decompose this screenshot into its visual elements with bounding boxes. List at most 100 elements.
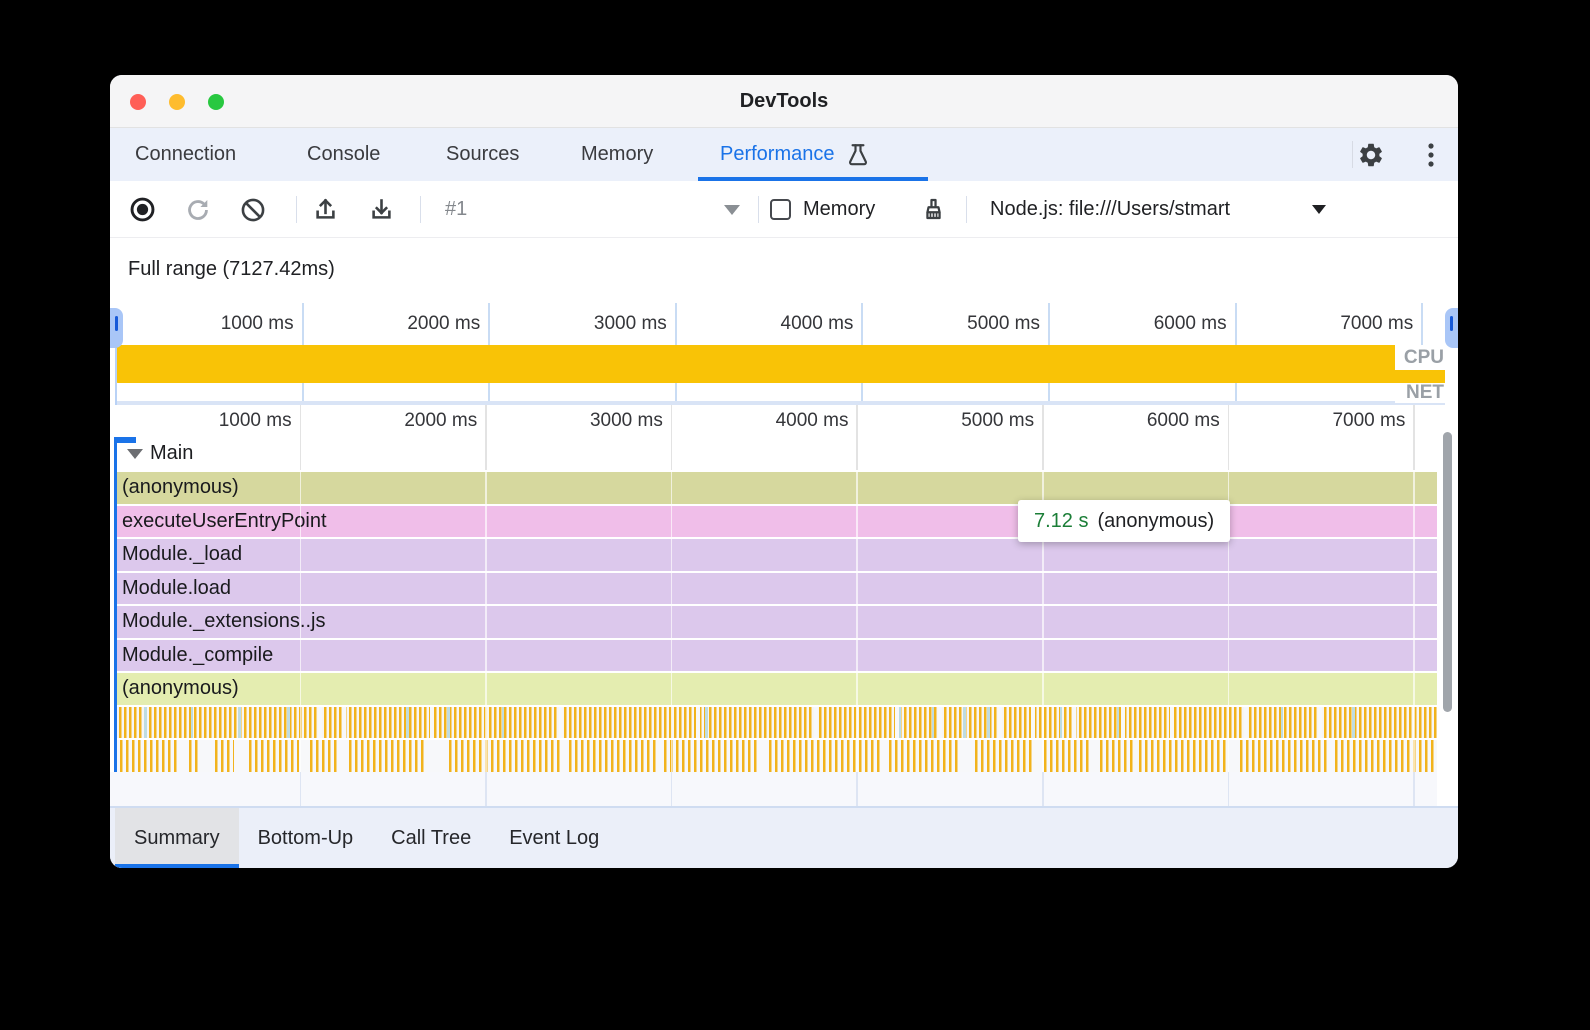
kebab-menu-icon[interactable] <box>1416 140 1446 170</box>
flame-row-label: Module._extensions..js <box>122 610 326 632</box>
stripe-segment[interactable] <box>1239 740 1330 772</box>
flame-scrollbar-track[interactable] <box>1437 405 1458 808</box>
stripe-gap <box>558 706 563 738</box>
overview-ruler: 1000 ms 2000 ms 3000 ms 4000 ms 5000 ms 6000 … <box>115 303 1445 345</box>
performance-tooltip: 7.12 s (anonymous) <box>1018 500 1231 542</box>
title-bar: DevTools <box>110 75 1458 128</box>
minimize-window-button[interactable] <box>169 94 185 110</box>
stripe-teal <box>963 706 966 738</box>
overview-tick-label: 7000 ms <box>1340 313 1414 334</box>
stripe-teal <box>238 706 241 738</box>
toolbar-separator <box>966 196 967 223</box>
net-tick-line <box>861 383 864 401</box>
stripe-segment[interactable] <box>889 740 960 772</box>
main-track-label: Main <box>150 442 194 464</box>
load-profile-icon[interactable] <box>312 196 339 223</box>
stripe-segment[interactable] <box>309 740 339 772</box>
flame-row[interactable]: Module._load <box>114 539 1437 571</box>
stripe-gap <box>997 706 1002 738</box>
flame-row[interactable]: Module.load <box>114 572 1437 604</box>
stripe-segment[interactable] <box>189 740 199 772</box>
flame-row[interactable]: executeUserEntryPoint <box>114 505 1437 537</box>
stripe-segment[interactable] <box>114 740 179 772</box>
tab-event-log[interactable]: Event Log <box>509 826 600 849</box>
save-profile-icon[interactable] <box>368 196 395 223</box>
toolbar-separator <box>296 196 297 223</box>
tab-performance-label: Performance <box>720 143 835 165</box>
performance-toolbar: #1 Memory Node.js: file:///Users/stmart <box>110 181 1458 238</box>
flame-row[interactable]: (anonymous) <box>114 673 1437 705</box>
close-window-button[interactable] <box>130 94 146 110</box>
stripe-gap <box>1243 706 1248 738</box>
full-range-label: Full range (7127.42ms) <box>128 258 335 280</box>
main-track-header[interactable]: Main <box>114 437 1437 470</box>
tab-bottom-up[interactable]: Bottom-Up <box>257 826 354 849</box>
tabbar-separator <box>1352 141 1353 168</box>
target-select[interactable]: Node.js: file:///Users/stmart <box>990 181 1340 238</box>
stripe-segment[interactable] <box>1099 740 1136 772</box>
flame-row[interactable]: Module._compile <box>114 639 1437 671</box>
memory-checkbox-group[interactable]: Memory <box>770 181 875 238</box>
clear-icon[interactable] <box>239 196 266 223</box>
active-tab-underline <box>698 177 928 181</box>
flame-chart[interactable]: 1000 ms 2000 ms 3000 ms 4000 ms 5000 ms 6000 … <box>110 405 1458 808</box>
stripe-segment[interactable] <box>569 740 660 772</box>
record-icon[interactable] <box>129 196 156 223</box>
tab-performance[interactable]: Performance <box>720 128 871 181</box>
stripe-gap <box>1030 706 1035 738</box>
flame-chart-rows: (anonymous) executeUserEntryPoint Module._… <box>114 472 1437 774</box>
flame-scrollbar-thumb[interactable] <box>1443 432 1452 712</box>
stripe-segment[interactable] <box>214 740 235 772</box>
stripe-segment[interactable] <box>768 740 880 772</box>
flame-row-label: (anonymous) <box>122 476 239 498</box>
collapse-triangle-icon[interactable] <box>127 449 143 459</box>
stripe-teal <box>406 706 409 738</box>
flame-row-label: Module._load <box>122 543 243 565</box>
flame-chart-ruler: 1000 ms 2000 ms 3000 ms 4000 ms 5000 ms 6000 … <box>114 405 1437 437</box>
timeline-overview[interactable]: 1000 ms 2000 ms 3000 ms 4000 ms 5000 ms 6000 … <box>110 303 1458 405</box>
stripe-segment[interactable] <box>975 740 1035 772</box>
details-tab-bar: Summary Bottom-Up Call Tree Event Log <box>110 808 1458 868</box>
capture-select[interactable]: #1 <box>432 181 744 238</box>
memory-checkbox[interactable] <box>770 199 791 220</box>
tab-console[interactable]: Console <box>307 143 381 165</box>
stripe-segment[interactable] <box>248 740 300 772</box>
tab-summary[interactable]: Summary <box>115 808 239 868</box>
range-right-handle[interactable] <box>1445 308 1458 348</box>
net-tick-line <box>674 383 677 401</box>
tab-connection[interactable]: Connection <box>135 143 237 165</box>
stripe-gap <box>430 706 435 738</box>
tab-call-tree[interactable]: Call Tree <box>391 826 472 849</box>
reload-record-icon[interactable] <box>184 196 211 223</box>
collect-garbage-broom-icon[interactable] <box>920 196 947 223</box>
flame-row[interactable]: Module._extensions..js <box>114 606 1437 638</box>
stripe-teal <box>1059 706 1063 738</box>
overview-tick-label: 4000 ms <box>780 313 854 334</box>
stripe-teal <box>705 706 708 738</box>
stripe-teal <box>144 706 147 738</box>
flame-stripe-row[interactable] <box>114 740 1437 772</box>
tab-sources[interactable]: Sources <box>446 143 520 165</box>
flame-row[interactable]: (anonymous) <box>114 472 1437 504</box>
maximize-window-button[interactable] <box>208 94 224 110</box>
stripe-segment[interactable] <box>664 740 760 772</box>
settings-gear-icon[interactable] <box>1356 140 1386 170</box>
stripe-teal <box>190 706 194 738</box>
stripe-teal <box>501 706 505 738</box>
stripe-gap <box>894 706 899 738</box>
flame-tick-label: 2000 ms <box>404 410 478 431</box>
stripe-teal <box>931 706 935 738</box>
cpu-activity-track <box>115 345 1445 383</box>
stripe-segment[interactable] <box>448 740 560 772</box>
tab-memory[interactable]: Memory <box>581 143 654 165</box>
net-tick-line <box>488 383 491 401</box>
overview-tick-label: 3000 ms <box>593 313 667 334</box>
flame-stripe-row[interactable] <box>114 706 1437 738</box>
range-left-handle[interactable] <box>110 308 123 348</box>
stripe-segment[interactable] <box>1139 740 1230 772</box>
stripe-segment[interactable] <box>1335 740 1437 772</box>
stripe-gap <box>1169 706 1174 738</box>
stripe-segment[interactable] <box>1044 740 1091 772</box>
stripe-segment[interactable] <box>349 740 424 772</box>
flame-row-label: Module.load <box>122 576 231 599</box>
